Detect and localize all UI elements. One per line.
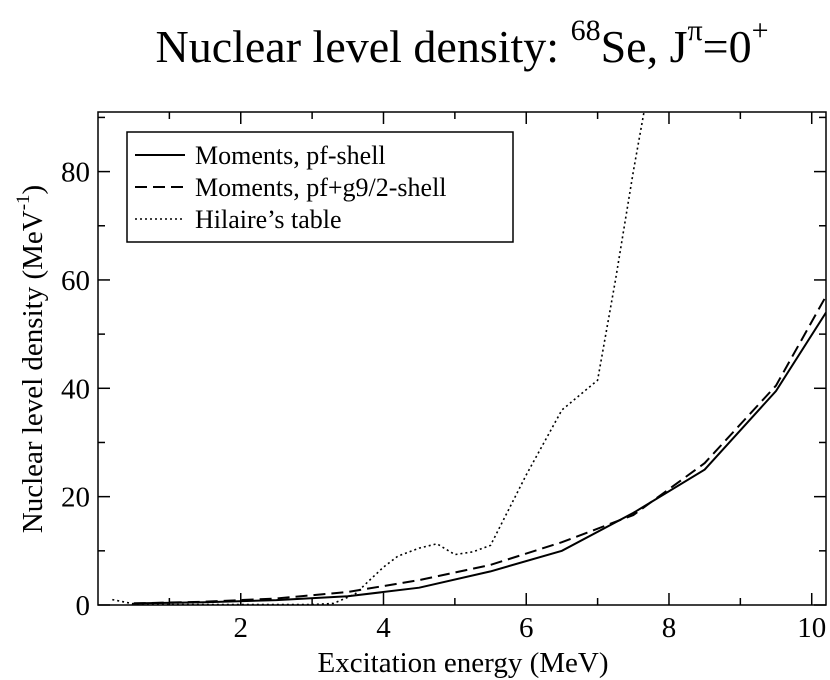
y-axis-label-superscript: -1 xyxy=(13,194,34,210)
y-tick-label: 60 xyxy=(61,265,90,297)
chart-title-superscript-sign: + xyxy=(752,14,769,47)
x-axis-label: Excitation energy (MeV) xyxy=(318,647,609,679)
x-tick-label: 10 xyxy=(797,612,826,644)
chart-title-superscript-mass: 68 xyxy=(571,14,601,47)
legend-label: Moments, pf-shell xyxy=(195,141,386,170)
chart-title-nucleus: Se, J xyxy=(601,21,688,72)
series-line-dashed xyxy=(133,295,826,605)
chart-title-superscript-parity: π xyxy=(688,14,703,47)
x-tick-label: 8 xyxy=(662,612,677,644)
x-tick-label: 2 xyxy=(233,612,248,644)
series-line-solid xyxy=(133,311,826,605)
legend-label: Hilaire’s table xyxy=(195,205,342,234)
chart-title-spin: =0 xyxy=(703,21,752,72)
y-tick-label: 20 xyxy=(61,482,90,514)
y-axis-label-text: Nuclear level density (MeV xyxy=(17,210,49,533)
plot-frame xyxy=(97,111,827,606)
y-tick-label: 40 xyxy=(61,373,90,405)
x-tick-label: 4 xyxy=(376,612,391,644)
legend-box xyxy=(126,131,514,243)
y-tick-label: 0 xyxy=(76,590,91,622)
chart-title-text: Nuclear level density: xyxy=(155,21,570,72)
y-axis-label-close: ) xyxy=(17,185,49,195)
y-axis-label: Nuclear level density (MeV-1) xyxy=(13,185,49,533)
chart-title: Nuclear level density: 68Se, Jπ=0+ xyxy=(155,14,768,72)
y-tick-label: 80 xyxy=(61,157,90,189)
x-tick-label: 6 xyxy=(519,612,534,644)
legend-label: Moments, pf+g9/2-shell xyxy=(195,173,447,202)
